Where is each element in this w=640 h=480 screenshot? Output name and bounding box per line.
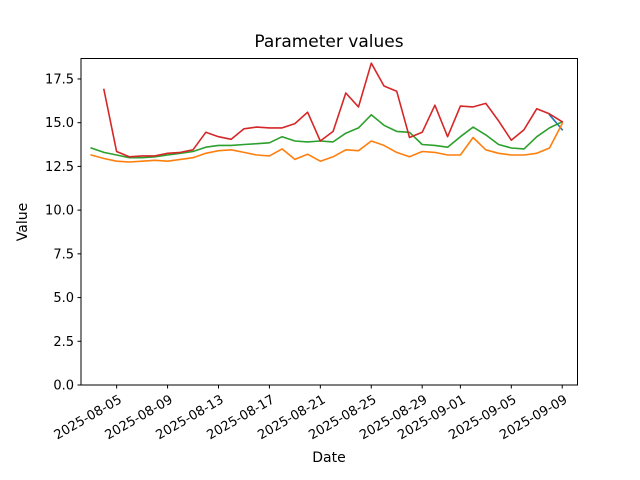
chart-title: Parameter values: [254, 32, 403, 52]
y-tick-label: 0.0: [53, 379, 74, 394]
y-tick-label: 12.5: [45, 160, 74, 175]
y-tick-label: 5.0: [53, 291, 74, 306]
y-tick-label: 7.5: [53, 247, 74, 262]
series-line-orange: [90, 122, 564, 163]
y-tick-label: 17.5: [45, 72, 74, 87]
plot-area-border: [80, 58, 578, 386]
y-axis-label: Value: [15, 203, 31, 241]
y-tick-label: 2.5: [53, 335, 74, 350]
y-tick-label: 10.0: [45, 204, 74, 219]
series-line-green: [90, 114, 564, 159]
y-tick-label: 15.0: [45, 116, 74, 131]
x-axis-label: Date: [312, 450, 345, 466]
chart-dynamic-layer: 0.02.55.07.510.012.515.017.52025-08-0520…: [45, 58, 578, 443]
series-line-red: [102, 62, 564, 158]
